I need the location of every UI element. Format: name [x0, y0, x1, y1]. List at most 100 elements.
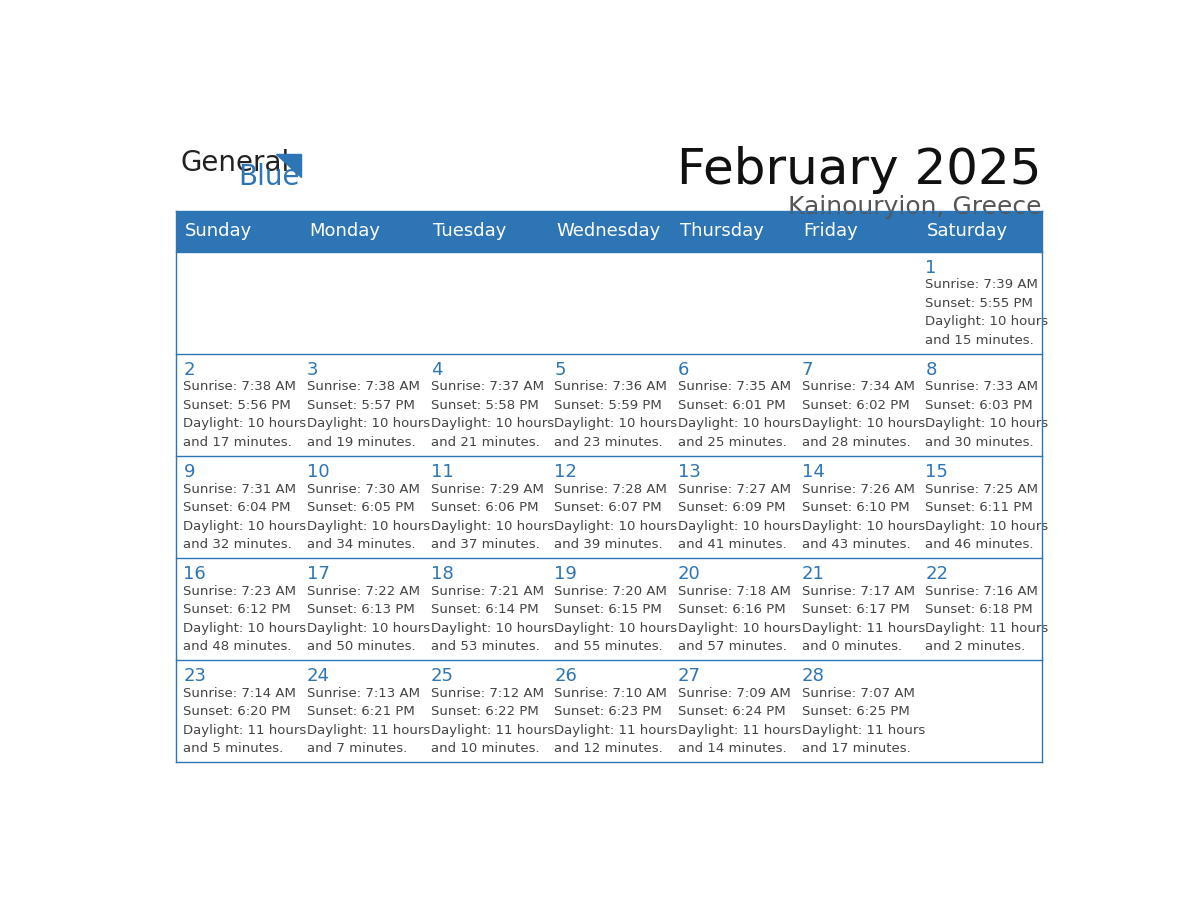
- Text: Wednesday: Wednesday: [556, 222, 661, 240]
- FancyBboxPatch shape: [176, 252, 299, 353]
- Text: 22: 22: [925, 565, 948, 583]
- FancyBboxPatch shape: [546, 252, 671, 353]
- Text: Sunrise: 7:38 AM
Sunset: 5:57 PM
Daylight: 10 hours
and 19 minutes.: Sunrise: 7:38 AM Sunset: 5:57 PM Dayligh…: [308, 380, 430, 449]
- Text: 16: 16: [183, 565, 207, 583]
- Text: Thursday: Thursday: [680, 222, 764, 240]
- FancyBboxPatch shape: [176, 660, 299, 762]
- Text: Sunrise: 7:39 AM
Sunset: 5:55 PM
Daylight: 10 hours
and 15 minutes.: Sunrise: 7:39 AM Sunset: 5:55 PM Dayligh…: [925, 278, 1049, 347]
- Text: 13: 13: [678, 463, 701, 481]
- Text: 9: 9: [183, 463, 195, 481]
- Text: 3: 3: [308, 361, 318, 378]
- Text: Sunrise: 7:33 AM
Sunset: 6:03 PM
Daylight: 10 hours
and 30 minutes.: Sunrise: 7:33 AM Sunset: 6:03 PM Dayligh…: [925, 380, 1049, 449]
- Text: Sunrise: 7:27 AM
Sunset: 6:09 PM
Daylight: 10 hours
and 41 minutes.: Sunrise: 7:27 AM Sunset: 6:09 PM Dayligh…: [678, 483, 801, 551]
- Text: Sunrise: 7:38 AM
Sunset: 5:56 PM
Daylight: 10 hours
and 17 minutes.: Sunrise: 7:38 AM Sunset: 5:56 PM Dayligh…: [183, 380, 307, 449]
- FancyBboxPatch shape: [918, 660, 1042, 762]
- Text: Sunrise: 7:30 AM
Sunset: 6:05 PM
Daylight: 10 hours
and 34 minutes.: Sunrise: 7:30 AM Sunset: 6:05 PM Dayligh…: [308, 483, 430, 551]
- FancyBboxPatch shape: [795, 353, 918, 455]
- Text: Blue: Blue: [239, 163, 301, 191]
- Text: Sunrise: 7:17 AM
Sunset: 6:17 PM
Daylight: 11 hours
and 0 minutes.: Sunrise: 7:17 AM Sunset: 6:17 PM Dayligh…: [802, 585, 925, 653]
- Text: Sunrise: 7:07 AM
Sunset: 6:25 PM
Daylight: 11 hours
and 17 minutes.: Sunrise: 7:07 AM Sunset: 6:25 PM Dayligh…: [802, 687, 925, 756]
- Text: Sunrise: 7:37 AM
Sunset: 5:58 PM
Daylight: 10 hours
and 21 minutes.: Sunrise: 7:37 AM Sunset: 5:58 PM Dayligh…: [431, 380, 554, 449]
- Text: 14: 14: [802, 463, 824, 481]
- Text: Sunrise: 7:09 AM
Sunset: 6:24 PM
Daylight: 11 hours
and 14 minutes.: Sunrise: 7:09 AM Sunset: 6:24 PM Dayligh…: [678, 687, 801, 756]
- FancyBboxPatch shape: [795, 252, 918, 353]
- FancyBboxPatch shape: [546, 558, 671, 660]
- Text: Sunrise: 7:12 AM
Sunset: 6:22 PM
Daylight: 11 hours
and 10 minutes.: Sunrise: 7:12 AM Sunset: 6:22 PM Dayligh…: [431, 687, 554, 756]
- Text: Sunrise: 7:36 AM
Sunset: 5:59 PM
Daylight: 10 hours
and 23 minutes.: Sunrise: 7:36 AM Sunset: 5:59 PM Dayligh…: [555, 380, 677, 449]
- Text: 11: 11: [431, 463, 454, 481]
- Text: 10: 10: [308, 463, 330, 481]
- Text: 19: 19: [555, 565, 577, 583]
- Text: Sunrise: 7:16 AM
Sunset: 6:18 PM
Daylight: 11 hours
and 2 minutes.: Sunrise: 7:16 AM Sunset: 6:18 PM Dayligh…: [925, 585, 1049, 653]
- Text: 27: 27: [678, 666, 701, 685]
- FancyBboxPatch shape: [671, 660, 795, 762]
- Text: 28: 28: [802, 666, 824, 685]
- Text: Friday: Friday: [803, 222, 858, 240]
- FancyBboxPatch shape: [176, 455, 299, 558]
- Text: 24: 24: [308, 666, 330, 685]
- Text: Tuesday: Tuesday: [432, 222, 506, 240]
- FancyBboxPatch shape: [423, 558, 546, 660]
- Text: 23: 23: [183, 666, 207, 685]
- FancyBboxPatch shape: [671, 210, 795, 252]
- FancyBboxPatch shape: [671, 353, 795, 455]
- FancyBboxPatch shape: [671, 455, 795, 558]
- FancyBboxPatch shape: [918, 252, 1042, 353]
- FancyBboxPatch shape: [546, 455, 671, 558]
- FancyBboxPatch shape: [795, 210, 918, 252]
- FancyBboxPatch shape: [299, 660, 423, 762]
- Text: Sunrise: 7:25 AM
Sunset: 6:11 PM
Daylight: 10 hours
and 46 minutes.: Sunrise: 7:25 AM Sunset: 6:11 PM Dayligh…: [925, 483, 1049, 551]
- Text: 26: 26: [555, 666, 577, 685]
- FancyBboxPatch shape: [918, 210, 1042, 252]
- Text: 25: 25: [431, 666, 454, 685]
- FancyBboxPatch shape: [423, 252, 546, 353]
- FancyBboxPatch shape: [795, 660, 918, 762]
- Text: Monday: Monday: [309, 222, 380, 240]
- Text: 4: 4: [431, 361, 442, 378]
- Text: Sunrise: 7:13 AM
Sunset: 6:21 PM
Daylight: 11 hours
and 7 minutes.: Sunrise: 7:13 AM Sunset: 6:21 PM Dayligh…: [308, 687, 430, 756]
- Text: Sunrise: 7:34 AM
Sunset: 6:02 PM
Daylight: 10 hours
and 28 minutes.: Sunrise: 7:34 AM Sunset: 6:02 PM Dayligh…: [802, 380, 924, 449]
- FancyBboxPatch shape: [795, 455, 918, 558]
- FancyBboxPatch shape: [423, 660, 546, 762]
- FancyBboxPatch shape: [176, 558, 299, 660]
- Text: 17: 17: [308, 565, 330, 583]
- Text: 6: 6: [678, 361, 689, 378]
- FancyBboxPatch shape: [795, 558, 918, 660]
- Text: Sunrise: 7:18 AM
Sunset: 6:16 PM
Daylight: 10 hours
and 57 minutes.: Sunrise: 7:18 AM Sunset: 6:16 PM Dayligh…: [678, 585, 801, 653]
- Text: 7: 7: [802, 361, 813, 378]
- Text: Sunrise: 7:29 AM
Sunset: 6:06 PM
Daylight: 10 hours
and 37 minutes.: Sunrise: 7:29 AM Sunset: 6:06 PM Dayligh…: [431, 483, 554, 551]
- FancyBboxPatch shape: [918, 353, 1042, 455]
- Text: Sunrise: 7:14 AM
Sunset: 6:20 PM
Daylight: 11 hours
and 5 minutes.: Sunrise: 7:14 AM Sunset: 6:20 PM Dayligh…: [183, 687, 307, 756]
- FancyBboxPatch shape: [918, 455, 1042, 558]
- FancyBboxPatch shape: [546, 210, 671, 252]
- Text: 5: 5: [555, 361, 565, 378]
- FancyBboxPatch shape: [546, 660, 671, 762]
- FancyBboxPatch shape: [423, 353, 546, 455]
- Text: Sunrise: 7:20 AM
Sunset: 6:15 PM
Daylight: 10 hours
and 55 minutes.: Sunrise: 7:20 AM Sunset: 6:15 PM Dayligh…: [555, 585, 677, 653]
- FancyBboxPatch shape: [671, 252, 795, 353]
- Text: General: General: [181, 149, 290, 177]
- FancyBboxPatch shape: [546, 353, 671, 455]
- FancyBboxPatch shape: [176, 210, 299, 252]
- Text: Sunrise: 7:23 AM
Sunset: 6:12 PM
Daylight: 10 hours
and 48 minutes.: Sunrise: 7:23 AM Sunset: 6:12 PM Dayligh…: [183, 585, 307, 653]
- Text: Sunrise: 7:26 AM
Sunset: 6:10 PM
Daylight: 10 hours
and 43 minutes.: Sunrise: 7:26 AM Sunset: 6:10 PM Dayligh…: [802, 483, 924, 551]
- FancyBboxPatch shape: [299, 252, 423, 353]
- Text: 21: 21: [802, 565, 824, 583]
- Text: Sunday: Sunday: [185, 222, 253, 240]
- Text: 2: 2: [183, 361, 195, 378]
- FancyBboxPatch shape: [423, 210, 546, 252]
- Text: Saturday: Saturday: [927, 222, 1009, 240]
- FancyBboxPatch shape: [176, 353, 299, 455]
- FancyBboxPatch shape: [299, 210, 423, 252]
- Text: 18: 18: [431, 565, 454, 583]
- FancyBboxPatch shape: [671, 558, 795, 660]
- Text: Sunrise: 7:28 AM
Sunset: 6:07 PM
Daylight: 10 hours
and 39 minutes.: Sunrise: 7:28 AM Sunset: 6:07 PM Dayligh…: [555, 483, 677, 551]
- Text: Sunrise: 7:22 AM
Sunset: 6:13 PM
Daylight: 10 hours
and 50 minutes.: Sunrise: 7:22 AM Sunset: 6:13 PM Dayligh…: [308, 585, 430, 653]
- Text: 8: 8: [925, 361, 936, 378]
- Text: Sunrise: 7:35 AM
Sunset: 6:01 PM
Daylight: 10 hours
and 25 minutes.: Sunrise: 7:35 AM Sunset: 6:01 PM Dayligh…: [678, 380, 801, 449]
- Text: Sunrise: 7:10 AM
Sunset: 6:23 PM
Daylight: 11 hours
and 12 minutes.: Sunrise: 7:10 AM Sunset: 6:23 PM Dayligh…: [555, 687, 677, 756]
- FancyBboxPatch shape: [918, 558, 1042, 660]
- Text: 12: 12: [555, 463, 577, 481]
- Text: 15: 15: [925, 463, 948, 481]
- FancyBboxPatch shape: [423, 455, 546, 558]
